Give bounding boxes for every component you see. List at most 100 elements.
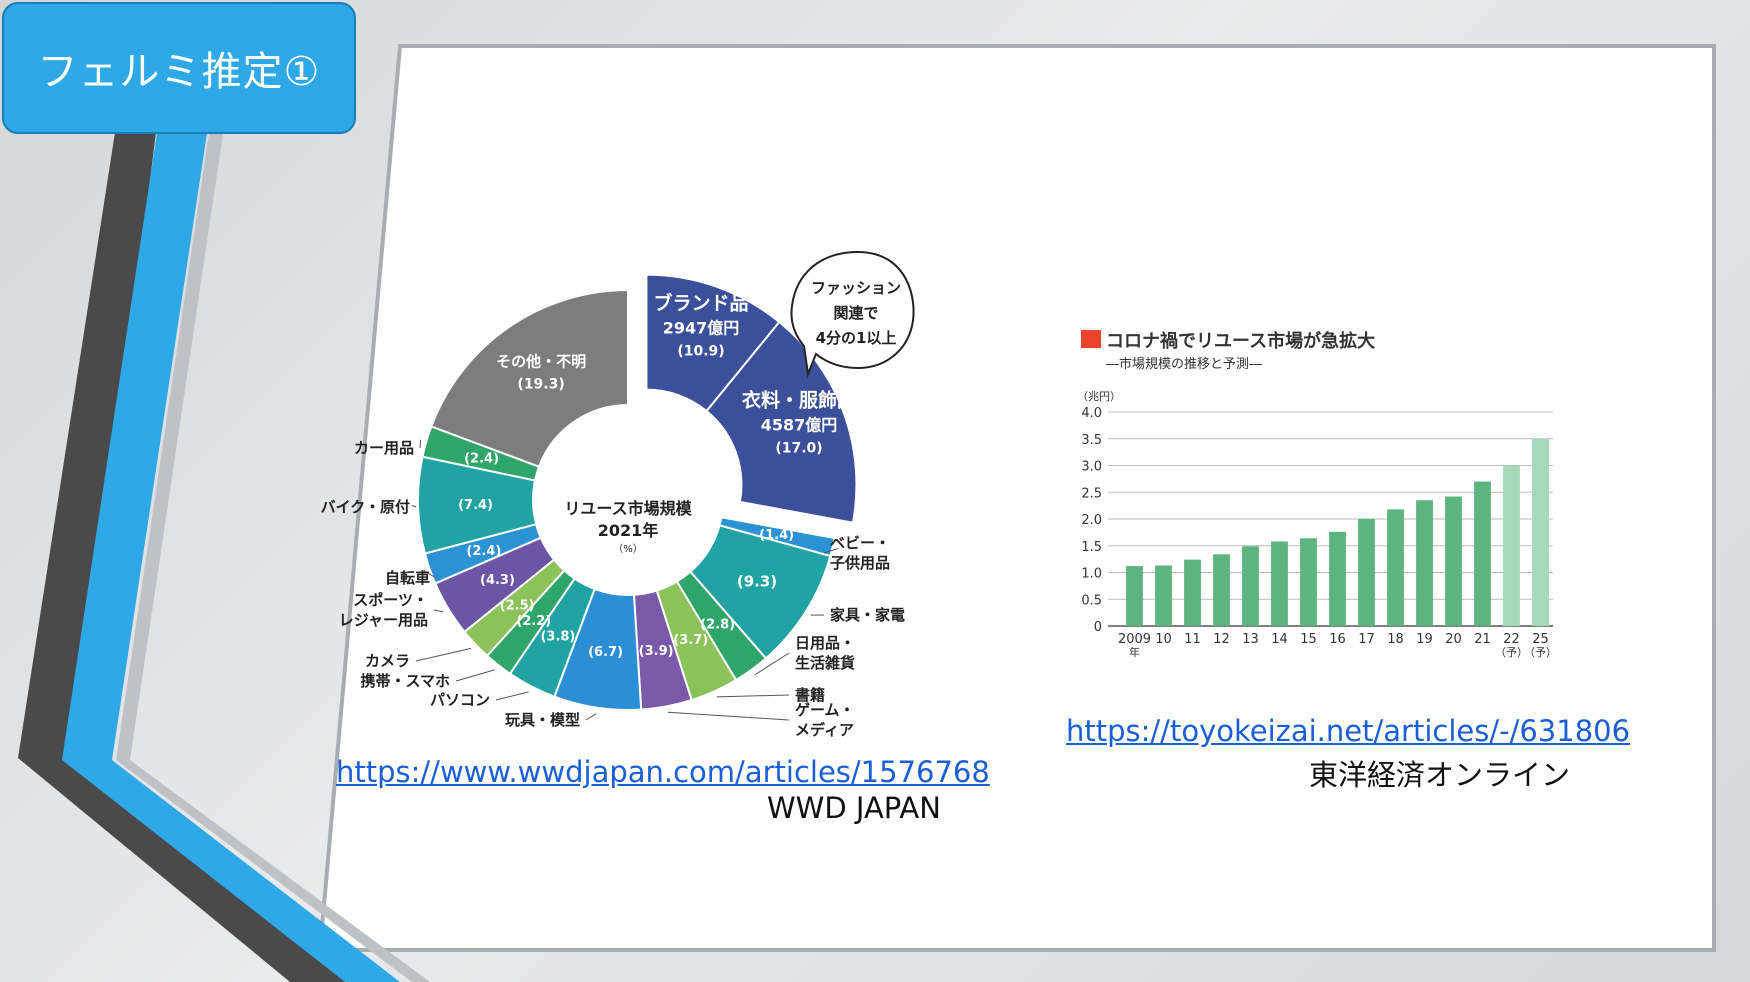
donut-name-s15: その他・不明 (496, 353, 586, 371)
donut-label-s11-0: スポーツ・ (353, 591, 428, 609)
x-tick-label-8: 17 (1358, 632, 1375, 647)
donut-label-s13: バイク・原付 (321, 498, 410, 516)
donut-label-s6-1: メディア (795, 721, 854, 739)
bar-17 (1358, 519, 1375, 626)
x-tick-suffix-14: （予） (1524, 646, 1557, 659)
x-tick-label-12: 21 (1474, 632, 1491, 647)
x-tick-label-2: 11 (1184, 632, 1201, 647)
donut-label-s11-1: レジャー用品 (339, 611, 428, 629)
toyokeizai-source-link[interactable]: https://toyokeizai.net/articles/-/631806 (1066, 714, 1631, 748)
donut-amount-s1: 4587億円 (761, 416, 838, 435)
bar-chart-subtitle: ―市場規模の推移と予測― (1106, 356, 1262, 372)
bar-10 (1155, 565, 1172, 626)
y-tick-label-3: 2.5 (1081, 486, 1102, 501)
donut-name-s1: 衣料・服飾品 (742, 389, 856, 412)
x-tick-suffix-13: （予） (1495, 646, 1528, 659)
y-tick-label-4: 2.0 (1081, 513, 1102, 528)
x-tick-label-5: 14 (1271, 632, 1288, 647)
donut-value-s13: (7.4) (458, 498, 493, 513)
x-tick-label-7: 16 (1329, 632, 1346, 647)
y-tick-label-5: 1.5 (1081, 540, 1102, 555)
x-tick-label-13: 22 (1503, 632, 1520, 647)
x-tick-label-3: 12 (1213, 632, 1230, 647)
callout-bubble: ファッション 関連で 4分の1以上 (790, 250, 915, 378)
bar-16 (1329, 531, 1346, 626)
x-tick-label-0: 2009 (1118, 632, 1151, 647)
donut-value-s3: (9.3) (737, 572, 777, 590)
donut-value-s5: (3.7) (673, 633, 708, 648)
donut-leader-s4 (754, 652, 790, 676)
donut-leader-s14 (419, 439, 422, 449)
donut-value-s4: (2.8) (700, 617, 735, 632)
x-tick-label-4: 13 (1242, 632, 1259, 647)
donut-label-s7: 玩具・模型 (505, 711, 580, 729)
donut-leader-s9 (455, 669, 495, 682)
donut-value-s1: (17.0) (775, 441, 822, 457)
x-tick-label-9: 18 (1387, 632, 1404, 647)
y-tick-label-1: 3.5 (1081, 433, 1102, 448)
donut-label-s8: パソコン (430, 691, 490, 709)
donut-label-s10: カメラ (365, 652, 410, 670)
donut-leader-s2 (823, 547, 839, 554)
donut-label-s2-0: ベビー・ (830, 534, 890, 552)
donut-value-s7: (6.7) (588, 645, 623, 660)
dark-stripe (18, 100, 360, 982)
donut-center-unit: （%） (613, 543, 643, 555)
donut-label-s12: 自転車 (385, 569, 430, 587)
bar-21 (1474, 481, 1491, 626)
x-tick-label-10: 19 (1416, 632, 1433, 647)
donut-value-s2: (1.4) (759, 528, 794, 543)
donut-label-s9: 携帯・スマホ (360, 672, 450, 690)
donut-value-s0: (10.9) (677, 344, 724, 360)
donut-label-s2-1: 子供用品 (830, 554, 890, 572)
donut-slice-s1 (705, 320, 858, 524)
donut-leader-s7 (585, 713, 597, 721)
callout-line-3: 4分の1以上 (816, 329, 897, 347)
donut-leader-s13 (411, 504, 417, 508)
donut-value-s9: (2.2) (516, 614, 551, 629)
x-tick-label-11: 20 (1445, 632, 1462, 647)
donut-label-s14: カー用品 (354, 439, 414, 457)
bar-13 (1242, 546, 1259, 626)
donut-label-s3: 家具・家電 (830, 606, 905, 624)
wwd-source-name: WWD JAPAN (767, 791, 941, 825)
blue-stripe (62, 100, 400, 982)
y-tick-label-8: 0 (1094, 620, 1102, 635)
white-panel (317, 44, 1716, 952)
donut-label-s4-1: 生活雑貨 (795, 654, 855, 672)
bar-14 (1271, 541, 1288, 626)
bar-chart-title: コロナ禍でリユース市場が急拡大 (1106, 330, 1375, 352)
donut-center-year: 2021年 (598, 521, 659, 540)
y-tick-label-6: 1.0 (1081, 567, 1102, 582)
donut-value-s11: (4.3) (480, 573, 515, 588)
donut-slice-s15 (430, 288, 629, 468)
wwd-source-link[interactable]: https://www.wwdjapan.com/articles/157676… (336, 755, 990, 789)
donut-amount-s0: 2947億円 (663, 319, 740, 338)
title-marker (1081, 330, 1101, 348)
donut-value-s6: (3.9) (639, 644, 674, 659)
donut-value-s10: (2.5) (500, 599, 535, 614)
donut-value-s15: (19.3) (517, 377, 564, 393)
donut-leader-s11 (433, 609, 444, 613)
bar-22 (1503, 465, 1520, 626)
donut-value-s14: (2.4) (464, 451, 499, 466)
donut-value-s12: (2.4) (466, 544, 501, 559)
donut-label-s6-0: ゲーム・ (795, 701, 855, 719)
toyokeizai-source-name: 東洋経済オンライン (1309, 758, 1571, 792)
bar-25 (1532, 438, 1549, 626)
donut-leader-s8 (495, 691, 529, 701)
donut-leader-s12 (423, 570, 437, 579)
x-tick-label-6: 15 (1300, 632, 1317, 647)
donut-value-s8: (3.8) (540, 629, 575, 644)
x-tick-label-1: 10 (1155, 632, 1172, 647)
bar-12 (1213, 554, 1230, 626)
bar-11 (1184, 559, 1201, 626)
y-tick-label-0: 4.0 (1081, 406, 1102, 421)
donut-leader-s6 (667, 711, 790, 721)
y-axis-unit: （兆円） (1077, 390, 1121, 403)
y-tick-label-7: 0.5 (1081, 593, 1102, 608)
bar-19 (1416, 500, 1433, 626)
